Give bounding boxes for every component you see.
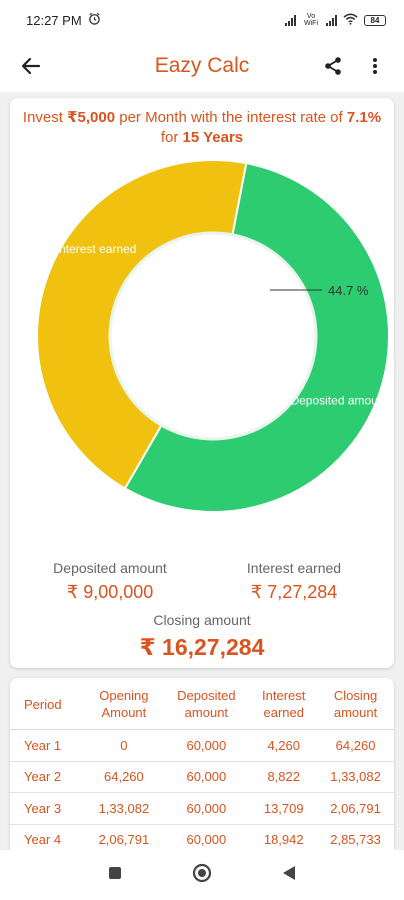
tenure-years: 15 Years — [182, 129, 244, 146]
table-cell: 4,260 — [250, 729, 318, 762]
column-header-2: Deposited amount — [162, 678, 251, 730]
cell-signal-2-icon — [326, 14, 337, 26]
investment-headline: Invest ₹5,000 per Month with the interes… — [20, 108, 384, 148]
table-cell: 64,260 — [85, 761, 163, 793]
interest-rate: 7.1% — [346, 109, 382, 126]
back-triangle-icon — [283, 865, 295, 880]
share-icon — [325, 57, 341, 75]
vowifi-label: Vo WiFi — [304, 13, 318, 27]
monthly-amount: ₹5,000 — [67, 109, 116, 126]
table-cell: 1,33,082 — [85, 792, 163, 825]
column-header-3: Interest earned — [250, 678, 318, 730]
slice-label-1: Deposited amount — [290, 393, 388, 407]
arrow-left-icon — [21, 57, 41, 75]
interest-earned-label: Interest earned — [246, 560, 342, 576]
wifi-icon — [343, 13, 358, 28]
status-bar: 12:27 PM Vo WiFi 84 — [0, 0, 404, 40]
closing-amount-value: ₹ 16,27,284 — [139, 634, 265, 660]
table-cell: 0 — [85, 729, 163, 762]
table-cell: 64,260 — [317, 729, 394, 762]
interest-earned-value: ₹ 7,27,284 — [250, 582, 338, 602]
column-header-0: Period — [10, 678, 86, 730]
column-header-4: Closing amount — [317, 678, 394, 730]
table-cell: 60,000 — [162, 792, 251, 825]
system-nav-bar — [0, 850, 404, 900]
table-row: Year 1 0 60,000 4,260 64,260 — [10, 729, 394, 762]
table-cell: Year 2 — [10, 761, 86, 793]
yearly-breakdown-card: Period Opening Amount Deposited amount Intere… — [10, 678, 394, 858]
table-cell: 2,06,791 — [317, 792, 394, 825]
headline-prefix: Invest — [22, 109, 68, 126]
donut-center — [108, 231, 318, 441]
deposited-amount-value: ₹ 9,00,000 — [66, 582, 154, 602]
more-options-button[interactable] — [360, 51, 390, 81]
system-back-button[interactable] — [282, 865, 296, 886]
back-button[interactable] — [16, 51, 46, 81]
table-header-row: Period Opening Amount Deposited amount Intere… — [10, 678, 394, 730]
table-cell: 60,000 — [162, 729, 251, 762]
table-cell: 60,000 — [162, 761, 251, 793]
slice-label-0: Interest earned — [56, 242, 137, 256]
table-cell: 8,822 — [250, 761, 318, 793]
alarm-icon — [88, 12, 101, 28]
yearly-breakdown-table: Period Opening Amount Deposited amount Intere… — [10, 678, 394, 856]
table-cell: Year 1 — [10, 729, 86, 762]
summary-card: Invest ₹5,000 per Month with the interes… — [10, 98, 394, 668]
table-cell: Year 3 — [10, 792, 86, 825]
recents-button[interactable] — [108, 866, 122, 885]
table-cell: 13,709 — [250, 792, 318, 825]
home-button[interactable] — [192, 863, 212, 888]
table-row: Year 3 1,33,082 60,000 13,709 2,06,791 — [10, 792, 394, 825]
table-row: Year 2 64,260 60,000 8,822 1,33,082 — [10, 761, 394, 793]
home-circle-icon — [192, 863, 212, 882]
battery-level: 84 — [370, 15, 380, 25]
app-bar: Eazy Calc — [0, 40, 404, 92]
percent-label-0: 44.7 % — [328, 283, 369, 298]
more-vertical-icon — [373, 58, 377, 74]
headline-mid: per Month with the interest rate of — [115, 109, 347, 126]
battery-icon: 84 — [364, 14, 386, 26]
deposited-amount-label: Deposited amount — [53, 560, 167, 576]
closing-amount-label: Closing amount — [153, 612, 251, 628]
cell-signal-icon — [285, 14, 296, 26]
share-button[interactable] — [318, 51, 348, 81]
recents-square-icon — [109, 866, 121, 879]
headline-for: for — [160, 129, 183, 146]
table-cell: 1,33,082 — [317, 761, 394, 793]
column-header-1: Opening Amount — [85, 678, 163, 730]
status-time: 12:27 PM — [26, 12, 82, 28]
